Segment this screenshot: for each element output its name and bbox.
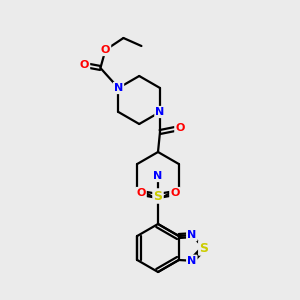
- Text: O: O: [175, 123, 185, 133]
- Text: S: S: [199, 242, 208, 254]
- Text: N: N: [114, 83, 123, 93]
- Text: O: O: [136, 188, 146, 198]
- Text: N: N: [187, 256, 196, 266]
- Text: N: N: [187, 230, 196, 240]
- Text: N: N: [153, 171, 163, 181]
- Text: O: O: [80, 60, 89, 70]
- Text: O: O: [170, 188, 180, 198]
- Text: O: O: [101, 45, 110, 55]
- Text: S: S: [154, 190, 163, 202]
- Text: N: N: [155, 107, 165, 117]
